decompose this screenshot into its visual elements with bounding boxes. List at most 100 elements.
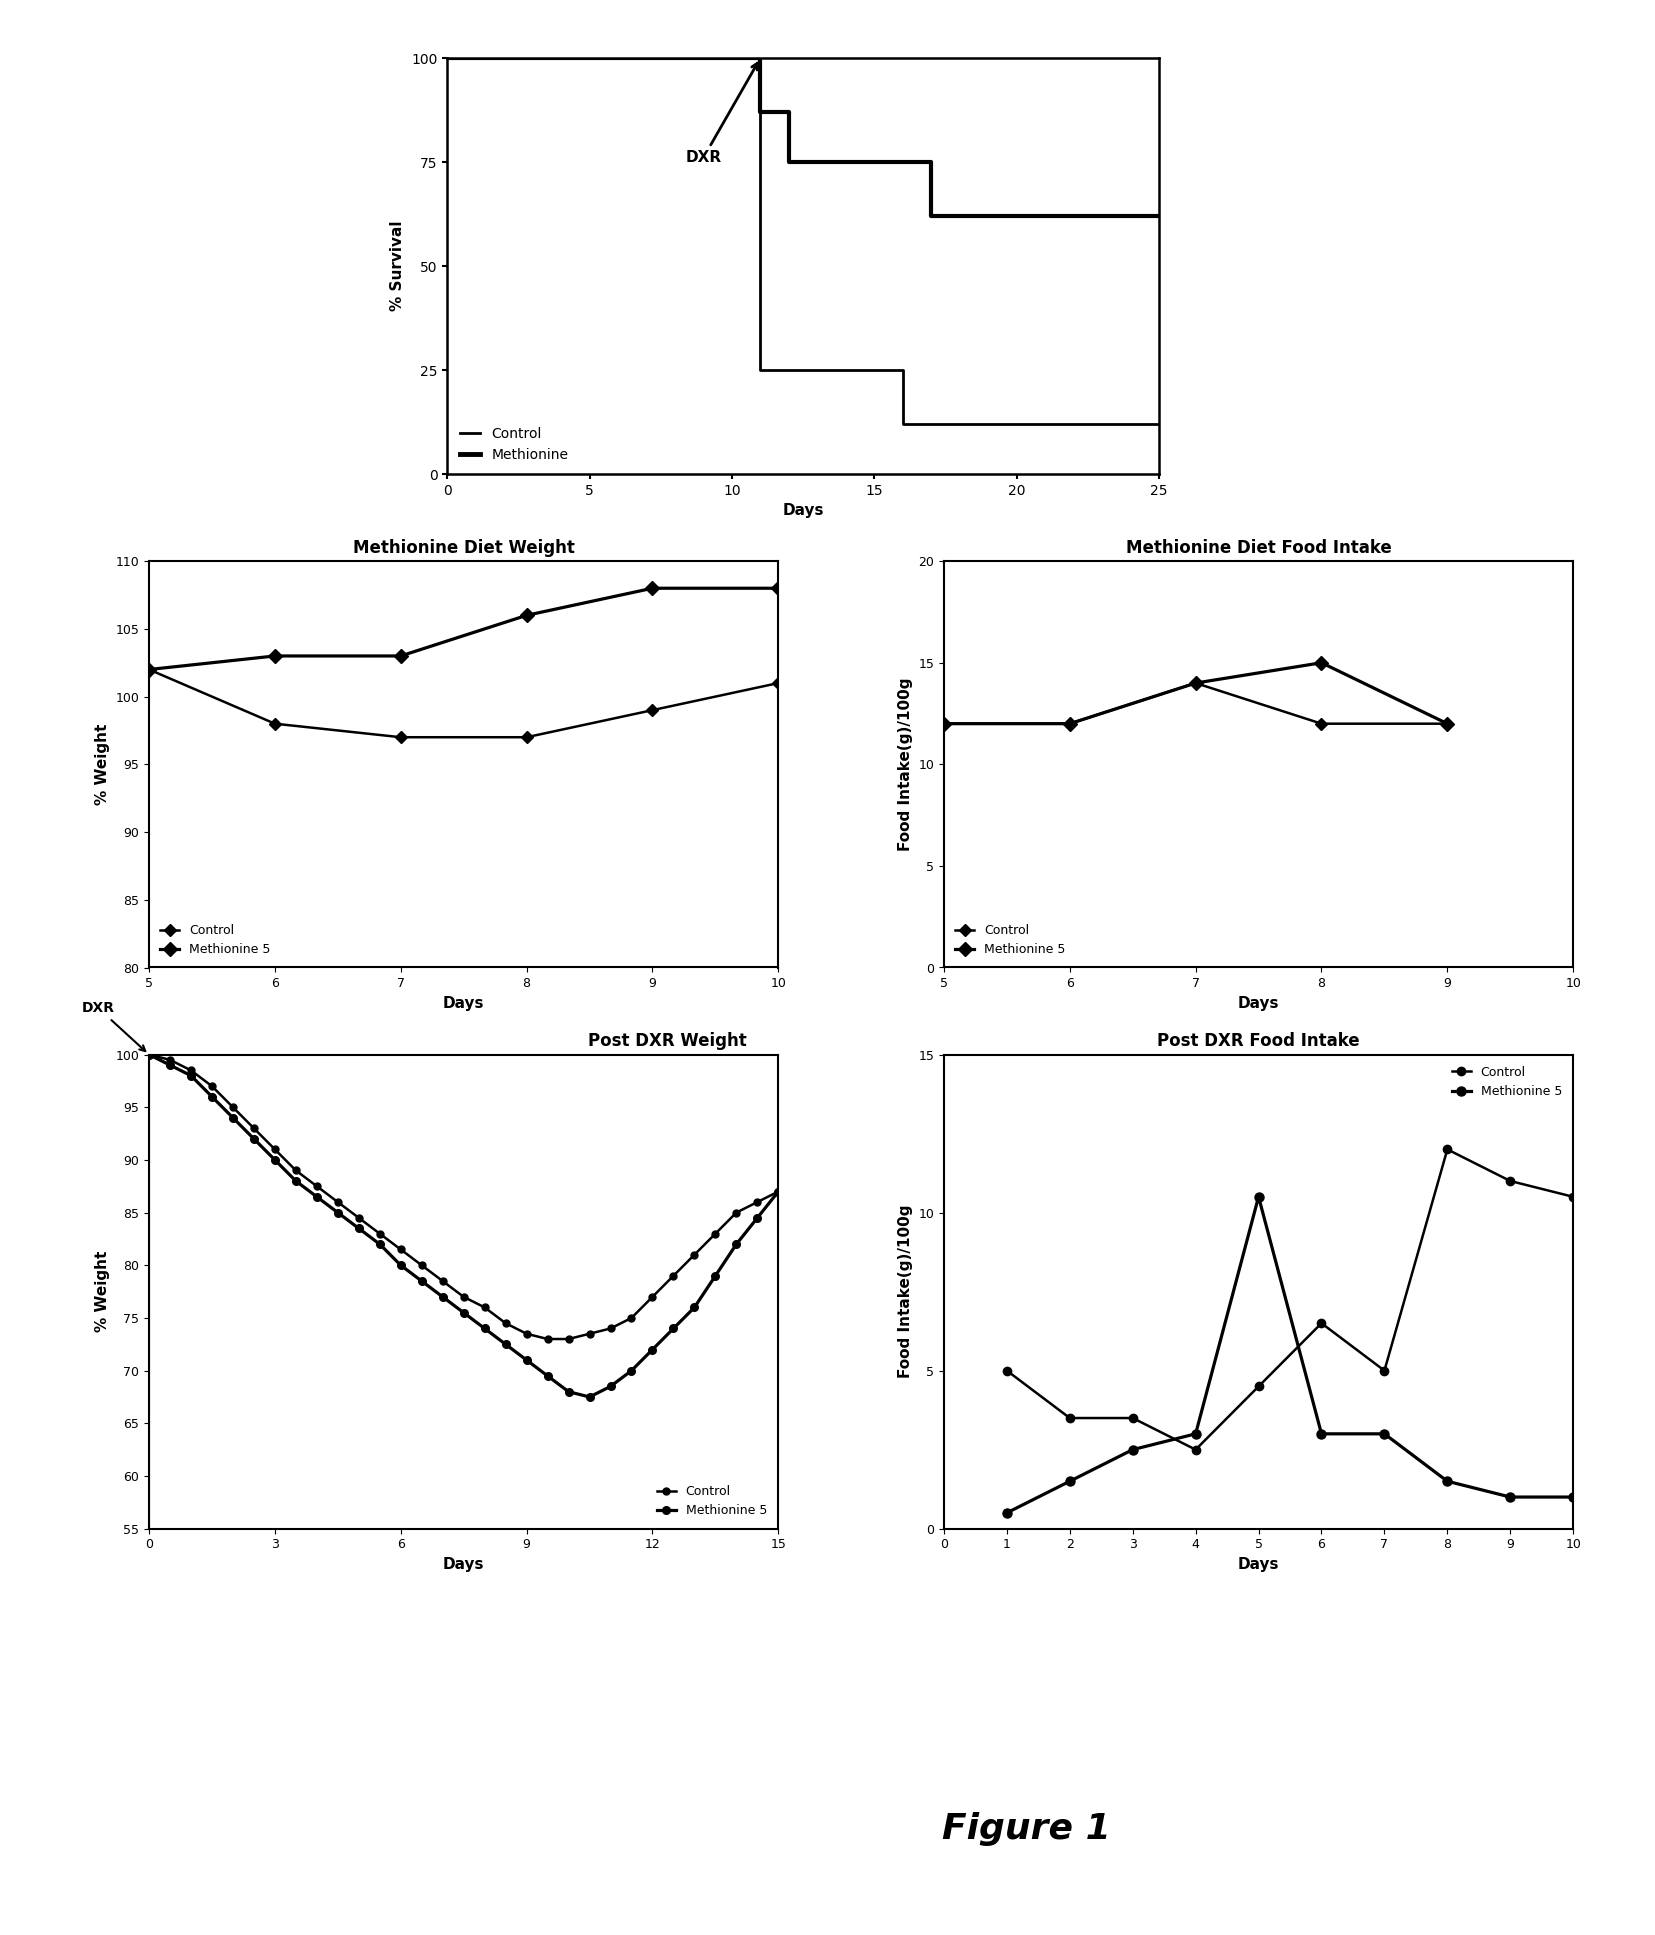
Control <box>475 1296 495 1320</box>
Control <box>996 1358 1016 1382</box>
Methionine 5 <box>1248 1184 1268 1207</box>
Methionine 5 <box>139 658 159 681</box>
Control <box>727 1202 746 1225</box>
Control <box>538 1327 558 1351</box>
Control <box>391 726 410 749</box>
Control <box>139 1043 159 1066</box>
Methionine 5 <box>996 1502 1016 1525</box>
Control <box>1185 1438 1205 1461</box>
Methionine 5 <box>516 1349 536 1372</box>
Methionine 5 <box>223 1107 243 1130</box>
Line: Control: Control <box>938 679 1451 728</box>
Methionine 5 <box>265 1147 285 1171</box>
Methionine 5 <box>1437 712 1456 735</box>
Control <box>369 1223 389 1246</box>
Line: Control: Control <box>144 666 783 741</box>
Legend: Control, Methionine 5: Control, Methionine 5 <box>652 1480 771 1523</box>
Control <box>391 1238 410 1262</box>
Methionine 5 <box>369 1233 389 1256</box>
Title: Post DXR Food Intake: Post DXR Food Intake <box>1157 1031 1359 1051</box>
Text: Figure 1: Figure 1 <box>942 1811 1111 1846</box>
Methionine 5 <box>1374 1422 1394 1445</box>
Control <box>746 1190 766 1213</box>
Y-axis label: % Weight: % Weight <box>94 724 109 805</box>
Control <box>243 1116 263 1140</box>
Control <box>495 1312 515 1335</box>
Methionine 5 <box>1311 650 1331 673</box>
Control <box>286 1159 306 1182</box>
Legend: Control, Methionine 5: Control, Methionine 5 <box>156 919 275 962</box>
Methionine 5 <box>664 1318 684 1341</box>
Control <box>453 1285 473 1308</box>
Y-axis label: Food Intake(g)/100g: Food Intake(g)/100g <box>897 677 912 851</box>
Control <box>161 1049 180 1072</box>
Methionine 5 <box>642 577 662 600</box>
Y-axis label: % Survival: % Survival <box>391 221 405 312</box>
Methionine 5 <box>432 1285 452 1308</box>
Control <box>705 1223 725 1246</box>
Control <box>516 1322 536 1345</box>
X-axis label: Days: Days <box>442 997 485 1010</box>
Control <box>1311 712 1331 735</box>
Methionine 5 <box>412 1269 432 1293</box>
Control <box>1311 1312 1331 1335</box>
Methionine 5 <box>746 1206 766 1229</box>
Methionine 5 <box>391 644 410 668</box>
Methionine 5 <box>933 712 953 735</box>
Methionine 5 <box>1437 1471 1456 1494</box>
Methionine 5 <box>538 1364 558 1387</box>
Methionine 5 <box>243 1128 263 1151</box>
Methionine 5 <box>727 1233 746 1256</box>
Methionine 5 <box>391 1254 410 1277</box>
Control <box>1185 671 1205 695</box>
Methionine 5 <box>1059 712 1079 735</box>
Line: Methionine 5: Methionine 5 <box>144 582 783 675</box>
Methionine 5 <box>286 1169 306 1192</box>
Methionine 5 <box>328 1202 348 1225</box>
Methionine 5 <box>1311 1422 1331 1445</box>
Line: Methionine 5: Methionine 5 <box>938 658 1451 729</box>
X-axis label: Days: Days <box>781 503 824 519</box>
Title: Methionine Diet Food Intake: Methionine Diet Food Intake <box>1125 538 1390 557</box>
Control <box>1248 1374 1268 1397</box>
X-axis label: Days: Days <box>1236 1558 1279 1571</box>
Methionine 5 <box>1562 1486 1582 1509</box>
Methionine 5 <box>1185 671 1205 695</box>
Control <box>202 1074 222 1097</box>
Control <box>1122 1407 1142 1430</box>
Control <box>684 1242 703 1265</box>
Methionine 5 <box>180 1064 200 1087</box>
Line: Methionine 5: Methionine 5 <box>1001 1192 1577 1517</box>
Y-axis label: % Weight: % Weight <box>94 1250 109 1333</box>
X-axis label: Days: Days <box>1236 997 1279 1010</box>
Text: DXR: DXR <box>685 64 756 164</box>
Methionine 5 <box>558 1380 578 1403</box>
Control <box>265 1138 285 1161</box>
Control <box>139 658 159 681</box>
Legend: Control, Methionine: Control, Methionine <box>453 422 574 466</box>
Legend: Control, Methionine 5: Control, Methionine 5 <box>950 919 1069 962</box>
Control <box>1499 1169 1519 1192</box>
Control <box>579 1322 599 1345</box>
Control <box>306 1175 326 1198</box>
Title: Methionine Diet Weight: Methionine Diet Weight <box>353 538 574 557</box>
Control <box>768 1180 788 1204</box>
Methionine 5 <box>202 1086 222 1109</box>
Control <box>223 1095 243 1118</box>
Methionine 5 <box>579 1385 599 1409</box>
Methionine 5 <box>349 1217 369 1240</box>
Methionine 5 <box>768 1180 788 1204</box>
Control <box>642 699 662 722</box>
Text: DXR: DXR <box>83 1002 146 1051</box>
Control <box>516 726 536 749</box>
Methionine 5 <box>475 1318 495 1341</box>
Control <box>1562 1184 1582 1207</box>
Methionine 5 <box>642 1337 662 1360</box>
Methionine 5 <box>453 1300 473 1324</box>
Control <box>265 712 285 735</box>
Methionine 5 <box>139 1043 159 1066</box>
Control <box>933 712 953 735</box>
Control <box>1059 1407 1079 1430</box>
Control <box>180 1058 200 1082</box>
Methionine 5 <box>621 1358 640 1382</box>
